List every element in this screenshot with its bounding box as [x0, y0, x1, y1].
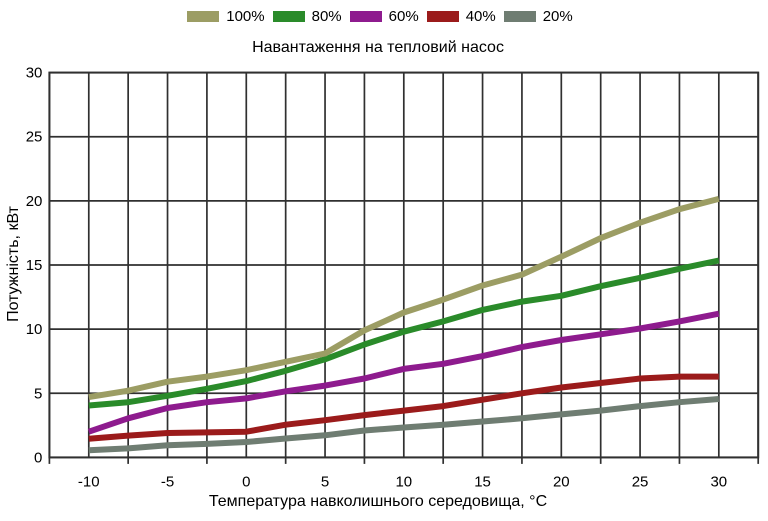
- y-tick-label: 20: [26, 193, 43, 210]
- y-tick-label: 30: [26, 65, 43, 82]
- legend-item-60%: 60%: [349, 7, 419, 25]
- legend-label: 60%: [388, 7, 419, 25]
- x-tick-label: 20: [553, 473, 570, 490]
- y-tick-label: 15: [26, 257, 43, 274]
- series-line-100%: [88, 195, 720, 401]
- x-tick-label: -5: [161, 473, 174, 490]
- legend-item-80%: 80%: [272, 7, 342, 25]
- legend-swatch-80%: [272, 10, 305, 22]
- legend-item-100%: 100%: [187, 7, 265, 25]
- series-line-60%: [87, 310, 720, 435]
- series-line-40%: [88, 373, 719, 442]
- legend-swatch-100%: [187, 10, 220, 22]
- series-line-80%: [88, 257, 720, 409]
- x-tick-label: 25: [632, 473, 649, 490]
- legend-item-40%: 40%: [426, 7, 496, 25]
- plot-border: [48, 71, 760, 459]
- x-tick-label: 15: [474, 473, 491, 490]
- legend-swatch-60%: [349, 10, 382, 22]
- chart-title: Навантаження на тепловий насос: [252, 39, 504, 56]
- y-axis-title: Потужність, кВт: [5, 206, 22, 322]
- y-tick-label: 0: [34, 449, 42, 466]
- series-line-20%: [88, 396, 720, 454]
- x-axis-title: Температура навколишнього середовища, °C: [208, 493, 548, 510]
- x-tick-label: 30: [710, 473, 727, 490]
- legend-label: 80%: [311, 7, 342, 25]
- y-tick-label: 25: [26, 129, 43, 146]
- y-tick-label: 10: [26, 321, 43, 338]
- legend-label: 100%: [226, 7, 265, 25]
- legend-label: 20%: [542, 7, 573, 25]
- legend-swatch-20%: [503, 10, 536, 22]
- y-tick-label: 5: [34, 385, 42, 402]
- x-tick-label: 10: [395, 473, 412, 490]
- x-tick-label: 0: [242, 473, 250, 490]
- x-tick-label: -10: [78, 473, 100, 490]
- legend-item-20%: 20%: [503, 7, 573, 25]
- legend: 100% 80% 60% 40% 20%: [0, 4, 764, 28]
- legend-swatch-40%: [426, 10, 459, 22]
- x-tick-label: 5: [321, 473, 329, 490]
- legend-label: 40%: [465, 7, 496, 25]
